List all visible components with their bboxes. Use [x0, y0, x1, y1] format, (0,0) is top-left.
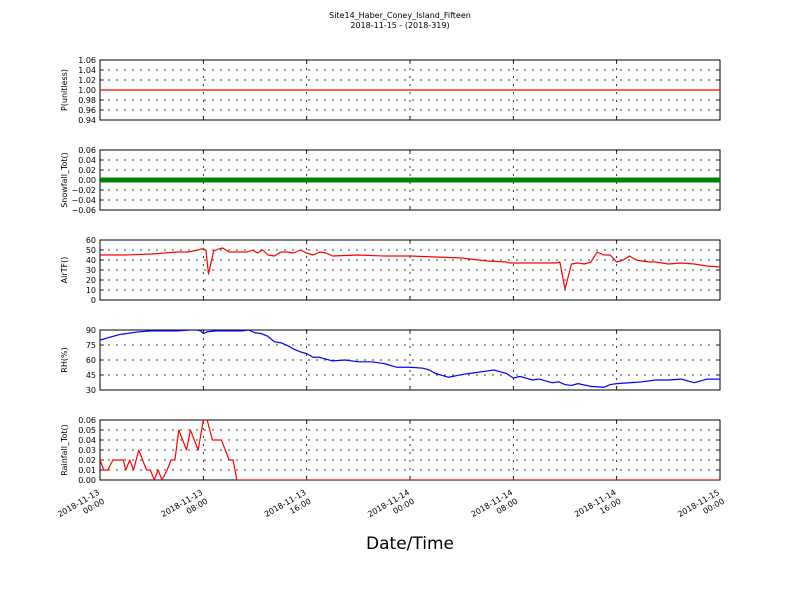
y-tick-label: 0.06 — [78, 416, 96, 425]
figure-subtitle: 2018-11-15 - (2018-319) — [350, 21, 450, 30]
x-tick-label: 2018-11-1316:00 — [263, 488, 313, 528]
y-tick-label: 60 — [86, 236, 96, 245]
y-axis-label: P(unitless) — [60, 69, 69, 111]
y-tick-label: 0.00 — [78, 476, 96, 485]
y-tick-label: 45 — [86, 371, 96, 380]
axes-frame — [99, 239, 721, 301]
y-tick-label: 0.02 — [78, 456, 96, 465]
x-tick-label: 2018-11-1308:00 — [160, 488, 210, 528]
y-tick-label: −0.02 — [71, 186, 96, 195]
y-tick-label: 0.02 — [78, 166, 96, 175]
y-tick-label: 0.96 — [78, 106, 96, 115]
y-tick-label: 90 — [86, 326, 96, 335]
y-tick-label: 0.01 — [78, 466, 96, 475]
x-tick-label: 2018-11-1500:00 — [676, 488, 726, 528]
panel-4: 30 45 60 75 90 RH(%) — [60, 326, 721, 395]
y-tick-label: 1.04 — [78, 66, 96, 75]
x-tick-label: 2018-11-1416:00 — [573, 488, 623, 528]
y-tick-label: 0.06 — [78, 146, 96, 155]
y-tick-label: 0.98 — [78, 96, 96, 105]
y-axis-label: Snowfall_Tot() — [60, 152, 69, 208]
y-tick-label: −0.04 — [71, 196, 96, 205]
x-tick-label: 2018-11-1408:00 — [470, 488, 520, 528]
y-tick-label: 1.06 — [78, 56, 96, 65]
axes-frame — [99, 329, 721, 391]
y-tick-label: 0.04 — [78, 156, 96, 165]
panel-1: 0.940.960.981.001.021.041.06 P(unitless) — [60, 56, 721, 125]
y-tick-label: 0.03 — [78, 446, 96, 455]
y-axis-label: AirTF() — [60, 257, 69, 284]
y-axis-label: RH(%) — [60, 347, 69, 372]
y-tick-label: 0.04 — [78, 436, 96, 445]
y-tick-label: 0.05 — [78, 426, 96, 435]
x-axis-label: Date/Time — [366, 534, 454, 554]
y-tick-label: 10 — [86, 286, 96, 295]
y-tick-label: 1.00 — [78, 86, 96, 95]
y-tick-label: 0.00 — [78, 176, 96, 185]
y-tick-label: 30 — [86, 266, 96, 275]
panel-2: −0.06−0.04−0.020.000.020.040.06 Snowfall_… — [60, 146, 721, 215]
y-tick-label: −0.06 — [71, 206, 96, 215]
y-tick-label: 50 — [86, 246, 96, 255]
y-tick-label: 40 — [86, 256, 96, 265]
panel-5: 0.000.010.020.030.040.050.06 2018-11-1300… — [56, 416, 726, 528]
y-tick-label: 0 — [91, 296, 96, 305]
series-line — [100, 330, 720, 388]
figure-title: Site14_Haber_Coney_Island_Fifteen — [329, 11, 471, 20]
series-line — [100, 420, 720, 480]
y-tick-label: 1.02 — [78, 76, 96, 85]
x-tick-label: 2018-11-1400:00 — [366, 488, 416, 528]
y-tick-label: 20 — [86, 276, 96, 285]
y-tick-label: 0.94 — [78, 116, 96, 125]
x-tick-label: 2018-11-1300:00 — [56, 488, 106, 528]
y-axis-label: Rainfall_Tot() — [60, 424, 69, 476]
y-tick-label: 75 — [86, 341, 96, 350]
y-tick-label: 30 — [86, 386, 96, 395]
series-line — [100, 247, 720, 290]
y-tick-label: 60 — [86, 356, 96, 365]
